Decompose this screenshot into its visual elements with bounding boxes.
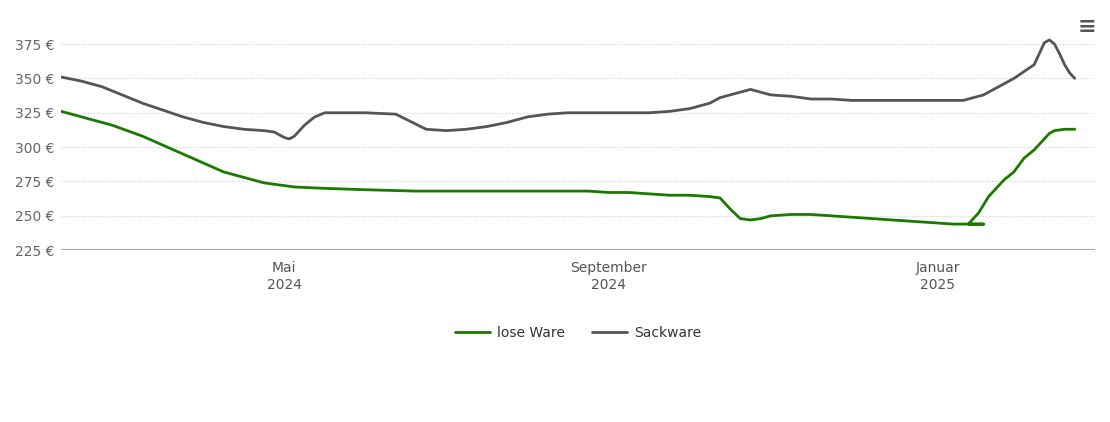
Sackware (1042, 38, 1056, 43)
lose Ware (947, 222, 960, 227)
Sackware (283, 136, 296, 141)
lose Ware (1068, 127, 1081, 132)
Sackware (602, 110, 615, 115)
lose Ware (54, 109, 68, 114)
Sackware (734, 89, 747, 95)
lose Ware (967, 222, 980, 227)
lose Ware (866, 216, 879, 221)
Text: ≡: ≡ (1078, 17, 1097, 37)
lose Ware (704, 194, 717, 199)
Line: Sackware: Sackware (61, 40, 1074, 139)
Sackware (319, 110, 332, 115)
Line: lose Ware: lose Ware (61, 111, 1074, 224)
Legend: lose Ware, Sackware: lose Ware, Sackware (450, 321, 707, 346)
Sackware (440, 128, 453, 133)
lose Ware (75, 114, 89, 119)
lose Ware (926, 220, 939, 225)
Sackware (1018, 69, 1031, 74)
Sackware (54, 75, 68, 80)
Sackware (1068, 76, 1081, 81)
Sackware (238, 127, 251, 132)
lose Ware (987, 189, 1000, 194)
